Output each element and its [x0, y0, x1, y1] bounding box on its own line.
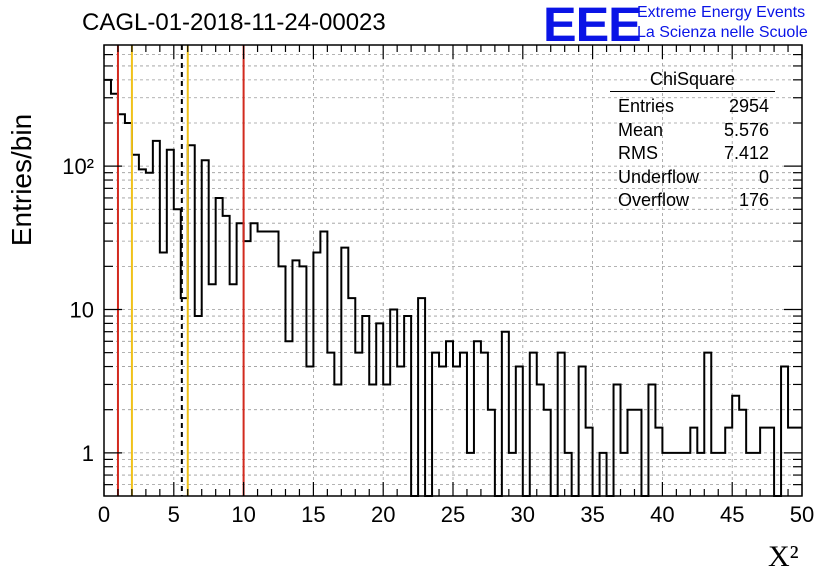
reference-lines [116, 45, 245, 496]
x-tick-label: 45 [720, 502, 744, 527]
stats-label: Overflow [618, 190, 690, 210]
axis-ticks [103, 45, 803, 496]
stats-row: Mean 5.576 [610, 119, 775, 143]
x-tick-label: 20 [371, 502, 395, 527]
logo-line-2: La Scienza nelle Scuole [637, 24, 808, 41]
logo-line-1: Extreme Energy Events [637, 4, 806, 21]
x-tick-label: 10 [231, 502, 255, 527]
stats-label: RMS [618, 143, 658, 163]
x-tick-label: 50 [790, 502, 814, 527]
eee-logo: EEE [543, 0, 642, 52]
stats-row: RMS 7.412 [610, 142, 775, 166]
tick-labels: 0 5 10 15 20 25 30 35 40 45 50 1 10 10² [62, 154, 814, 527]
histogram-outline [104, 78, 802, 497]
x-tick-label: 25 [441, 502, 465, 527]
stats-label: Underflow [618, 166, 700, 187]
stats-value: 5.576 [723, 119, 769, 140]
stats-value: 0 [758, 166, 769, 187]
x-tick-label: 35 [580, 502, 604, 527]
x-axis-label: X² [768, 540, 799, 573]
x-tick-label: 15 [301, 502, 325, 527]
x-tick-label: 5 [168, 502, 180, 527]
x-tick-label: 40 [650, 502, 674, 527]
stats-value: 2954 [728, 96, 769, 116]
histogram-bars [104, 78, 802, 497]
stats-box: ChiSquare Entries 2954 Mean 5.576 RMS 7.412… [610, 69, 775, 213]
stats-value: 176 [738, 190, 769, 210]
stats-title: ChiSquare [610, 69, 775, 92]
y-tick-label: 10² [62, 154, 94, 179]
y-tick-label: 10 [70, 297, 94, 322]
y-tick-label: 1 [82, 441, 94, 466]
stats-value: 7.412 [723, 143, 769, 163]
y-axis-label: Entries/bin [6, 113, 37, 247]
stats-label: Mean [618, 119, 664, 140]
x-tick-label: 0 [98, 502, 110, 527]
stats-row: Entries 2954 [610, 95, 775, 119]
stats-label: Entries [618, 96, 675, 116]
chart-title: CAGL-01-2018-11-24-00023 [82, 9, 386, 36]
stats-row: Overflow 176 [610, 189, 775, 213]
stats-row: Underflow 0 [610, 166, 775, 190]
x-tick-label: 30 [511, 502, 535, 527]
